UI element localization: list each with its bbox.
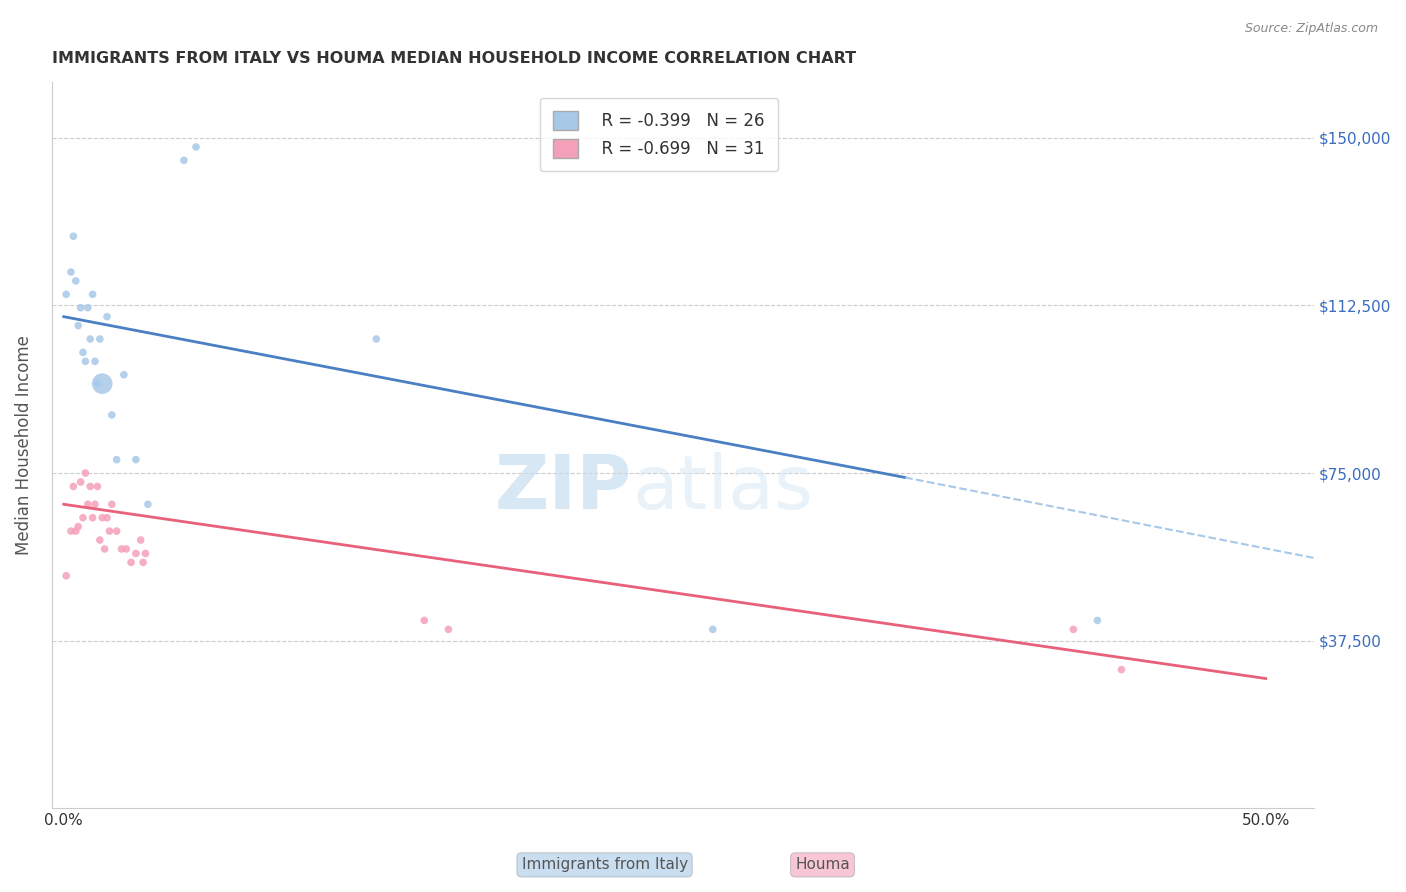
Point <box>702 623 724 637</box>
Point <box>110 541 132 556</box>
Point <box>413 614 436 628</box>
Point <box>437 623 460 637</box>
Point <box>89 332 111 346</box>
Point <box>67 318 90 333</box>
Point <box>93 541 115 556</box>
Point <box>67 519 90 533</box>
Point <box>86 479 108 493</box>
Point <box>120 555 142 569</box>
Point <box>115 541 138 556</box>
Point <box>105 524 128 538</box>
Point <box>82 510 104 524</box>
Point <box>59 524 82 538</box>
Point <box>105 452 128 467</box>
Point <box>96 510 118 524</box>
Point <box>125 546 148 560</box>
Point <box>76 497 98 511</box>
Point <box>129 533 152 547</box>
Y-axis label: Median Household Income: Median Household Income <box>15 335 32 555</box>
Point <box>82 287 104 301</box>
Legend:   R = -0.399   N = 26,   R = -0.699   N = 31: R = -0.399 N = 26, R = -0.699 N = 31 <box>540 98 778 171</box>
Point <box>86 376 108 391</box>
Point <box>125 452 148 467</box>
Point <box>91 510 114 524</box>
Point <box>89 533 111 547</box>
Text: IMMIGRANTS FROM ITALY VS HOUMA MEDIAN HOUSEHOLD INCOME CORRELATION CHART: IMMIGRANTS FROM ITALY VS HOUMA MEDIAN HO… <box>52 51 856 66</box>
Point <box>91 376 114 391</box>
Point <box>112 368 135 382</box>
Point <box>1111 663 1133 677</box>
Point <box>55 568 77 582</box>
Point <box>101 497 124 511</box>
Point <box>62 229 84 244</box>
Point <box>72 345 94 359</box>
Point <box>366 332 388 346</box>
Text: atlas: atlas <box>633 452 813 525</box>
Point <box>84 354 107 368</box>
Point <box>76 301 98 315</box>
Point <box>98 524 121 538</box>
Text: Source: ZipAtlas.com: Source: ZipAtlas.com <box>1244 22 1378 36</box>
Point <box>59 265 82 279</box>
Text: ZIP: ZIP <box>495 452 633 525</box>
Point <box>75 354 97 368</box>
Point <box>84 497 107 511</box>
Point <box>79 332 101 346</box>
Point <box>96 310 118 324</box>
Point <box>69 301 91 315</box>
Point <box>134 546 156 560</box>
Point <box>101 408 124 422</box>
Point <box>75 466 97 480</box>
Point <box>69 475 91 489</box>
Point <box>1087 614 1109 628</box>
Text: Houma: Houma <box>796 857 849 872</box>
Point <box>62 479 84 493</box>
Point <box>55 287 77 301</box>
Text: Immigrants from Italy: Immigrants from Italy <box>522 857 688 872</box>
Point <box>132 555 155 569</box>
Point <box>65 274 87 288</box>
Point <box>79 479 101 493</box>
Point <box>72 510 94 524</box>
Point <box>184 140 207 154</box>
Point <box>173 153 195 168</box>
Point <box>136 497 159 511</box>
Point <box>65 524 87 538</box>
Point <box>1062 623 1084 637</box>
